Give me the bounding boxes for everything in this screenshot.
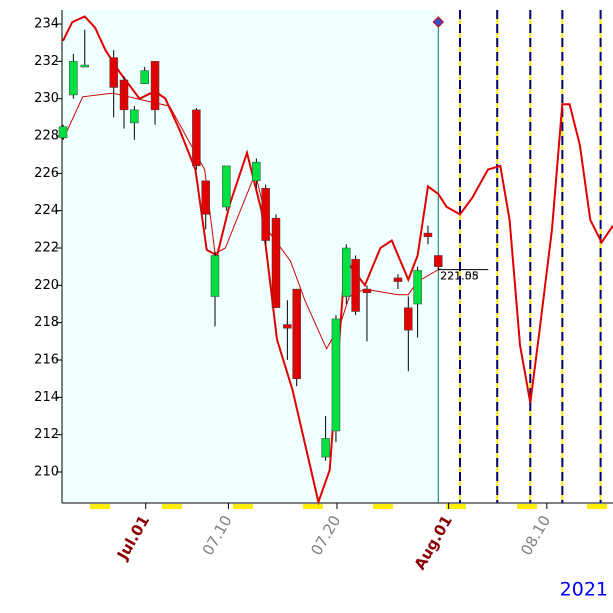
candle-body (222, 165, 231, 208)
x-tick-label: Jul.01 (113, 512, 153, 563)
candle-body (58, 126, 68, 139)
candle-body (201, 180, 210, 215)
y-tick-label: 212 (34, 427, 59, 442)
weekend-marker (446, 504, 466, 509)
candle-body (351, 258, 360, 312)
weekend-marker (517, 504, 537, 509)
price-label: 221.05 (440, 270, 479, 283)
y-tick-label: 234 (34, 17, 59, 32)
x-tick-label: 08.10 (517, 512, 554, 558)
candle-body (130, 109, 139, 124)
candle-body (80, 64, 89, 68)
weekend-marker (233, 504, 253, 509)
candle-body (434, 255, 443, 267)
y-tick-label: 220 (34, 278, 59, 293)
weekend-marker (587, 504, 607, 509)
candle-body (404, 307, 413, 331)
y-tick-label: 222 (34, 241, 59, 256)
cursor-diamond (432, 16, 445, 28)
candle-body (210, 255, 220, 297)
x-tick-label: 07.10 (199, 512, 236, 558)
y-tick-label: 228 (34, 129, 59, 144)
y-tick-label: 214 (34, 390, 59, 405)
weekend-marker (90, 504, 110, 509)
history-background (62, 10, 439, 503)
candle-body (109, 57, 118, 88)
candle-body (321, 438, 330, 458)
candle-body (192, 109, 201, 167)
candle-body (342, 247, 351, 297)
candle-body (252, 161, 261, 182)
candle-body (69, 61, 78, 96)
y-tick-label: 232 (34, 54, 59, 69)
candle-body (283, 324, 292, 329)
weekend-markers (90, 504, 607, 509)
y-tick-label: 226 (34, 166, 59, 181)
x-tick-label: 07.20 (307, 512, 344, 558)
year-label: 2021 (560, 579, 608, 601)
candle-body (271, 217, 281, 308)
y-tick-label: 230 (34, 91, 59, 106)
y-tick-label: 216 (34, 353, 59, 368)
price-label: 221.58 (440, 270, 479, 283)
candle-body (150, 61, 160, 111)
candle-body (140, 70, 149, 84)
weekend-marker (373, 504, 393, 509)
candle-body (423, 232, 433, 238)
y-tick-label: 210 (34, 465, 59, 480)
candle-body (292, 288, 301, 379)
candle-body (119, 79, 129, 111)
weekend-marker (162, 504, 182, 509)
candle-body (331, 318, 341, 432)
weekend-marker (303, 504, 323, 509)
candle-body (393, 277, 403, 282)
candle-body (362, 288, 372, 294)
candle-body (261, 188, 270, 241)
candle-body (413, 270, 422, 305)
y-tick-label: 224 (34, 203, 59, 218)
y-tick-label: 218 (34, 315, 59, 330)
x-tick-label: Aug.01 (411, 512, 456, 573)
